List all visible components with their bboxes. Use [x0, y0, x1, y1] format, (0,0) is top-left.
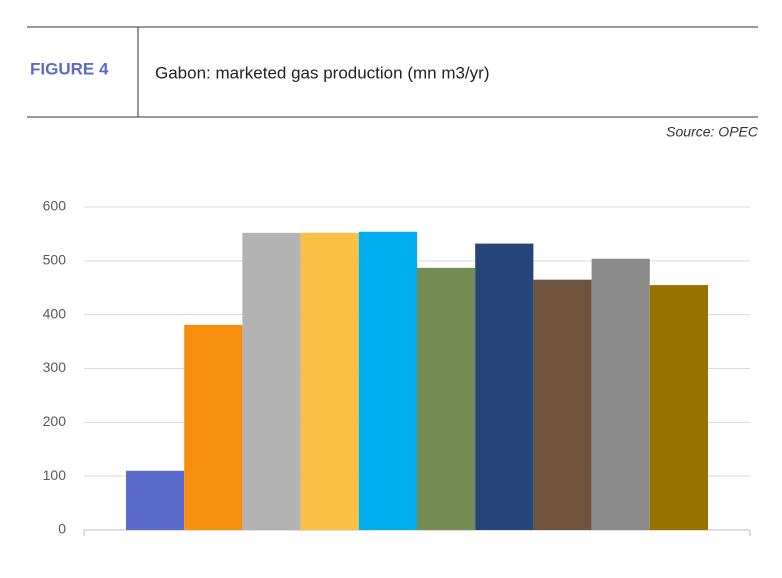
- chart-title: Gabon: marketed gas production (mn m3/yr…: [155, 63, 489, 82]
- bar: [358, 231, 417, 530]
- y-tick-label: 500: [43, 252, 67, 268]
- bar: [533, 279, 592, 530]
- source-note: Source: OPEC: [666, 124, 759, 140]
- y-tick-label: 300: [43, 359, 67, 375]
- figure-label: FIGURE 4: [30, 59, 109, 78]
- y-tick-label: 400: [43, 305, 67, 321]
- bar: [300, 232, 359, 530]
- y-tick-label: 100: [43, 467, 67, 483]
- y-tick-label: 0: [58, 521, 66, 537]
- bar: [591, 258, 650, 530]
- y-tick-label: 600: [43, 198, 67, 214]
- bar: [417, 267, 476, 530]
- bar: [126, 470, 185, 530]
- bar: [242, 232, 301, 530]
- y-tick-label: 200: [43, 413, 67, 429]
- bar: [184, 324, 243, 530]
- bar: [475, 243, 534, 530]
- bar: [649, 285, 708, 530]
